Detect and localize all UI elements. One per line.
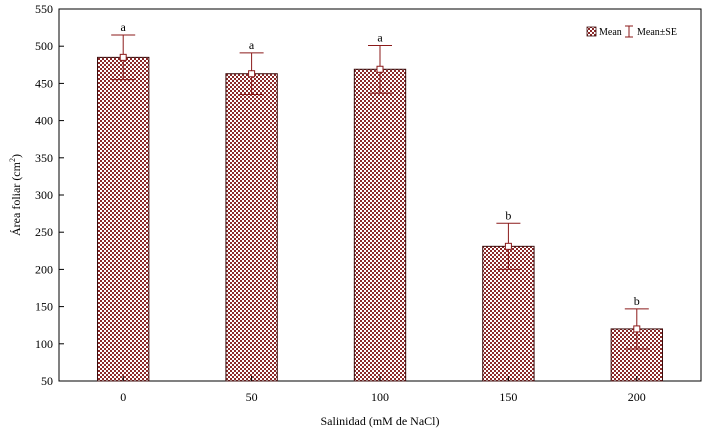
x-tick-label: 200 xyxy=(628,390,646,404)
y-tick-label: 50 xyxy=(41,374,53,388)
mean-marker xyxy=(504,242,512,250)
y-tick-label: 400 xyxy=(35,114,53,128)
mean-marker xyxy=(119,53,127,61)
legend-mean-label: Mean xyxy=(599,27,622,38)
mean-marker xyxy=(376,65,384,73)
bar xyxy=(97,56,150,382)
significance-letter: a xyxy=(377,30,383,44)
legend: Mean Mean±SE xyxy=(586,25,677,38)
y-tick-label: 150 xyxy=(35,300,53,314)
y-axis-title-sup: 2 xyxy=(8,158,17,162)
error-bars-layer: a a a b b xyxy=(111,20,649,350)
significance-letter: b xyxy=(634,294,640,308)
y-tick-label: 500 xyxy=(35,39,53,53)
y-tick-label: 350 xyxy=(35,151,53,165)
significance-letter: a xyxy=(121,20,127,34)
y-axis-title: Área foliar (cm2) xyxy=(8,154,23,236)
y-axis: 50 100 150 200 250 300 350 400 450 500 550 xyxy=(35,2,64,388)
bar xyxy=(353,68,407,382)
significance-letter: b xyxy=(505,208,511,222)
y-tick-label: 300 xyxy=(35,188,53,202)
x-tick-label: 100 xyxy=(371,390,389,404)
y-tick-label: 550 xyxy=(35,2,53,16)
x-tick-label: 50 xyxy=(246,390,258,404)
legend-se-icon xyxy=(625,25,633,38)
bar xyxy=(225,73,278,382)
mean-marker xyxy=(633,325,641,333)
y-axis-title-suffix: ) xyxy=(9,154,23,158)
x-axis: 0 50 100 150 200 xyxy=(120,376,646,404)
legend-se-label: Mean±SE xyxy=(637,27,677,38)
y-tick-label: 200 xyxy=(35,262,53,276)
y-axis-title-main: Área foliar (cm xyxy=(9,161,23,236)
y-tick-label: 450 xyxy=(35,76,53,90)
bars-layer xyxy=(97,56,663,382)
x-axis-title: Salinidad (mM de NaCl) xyxy=(321,414,440,428)
legend-mean-swatch xyxy=(586,26,597,37)
y-tick-label: 100 xyxy=(35,337,53,351)
y-tick-label: 250 xyxy=(35,225,53,239)
significance-letter: a xyxy=(249,38,255,52)
x-tick-label: 150 xyxy=(499,390,517,404)
mean-marker xyxy=(248,70,256,78)
x-tick-label: 0 xyxy=(120,390,126,404)
